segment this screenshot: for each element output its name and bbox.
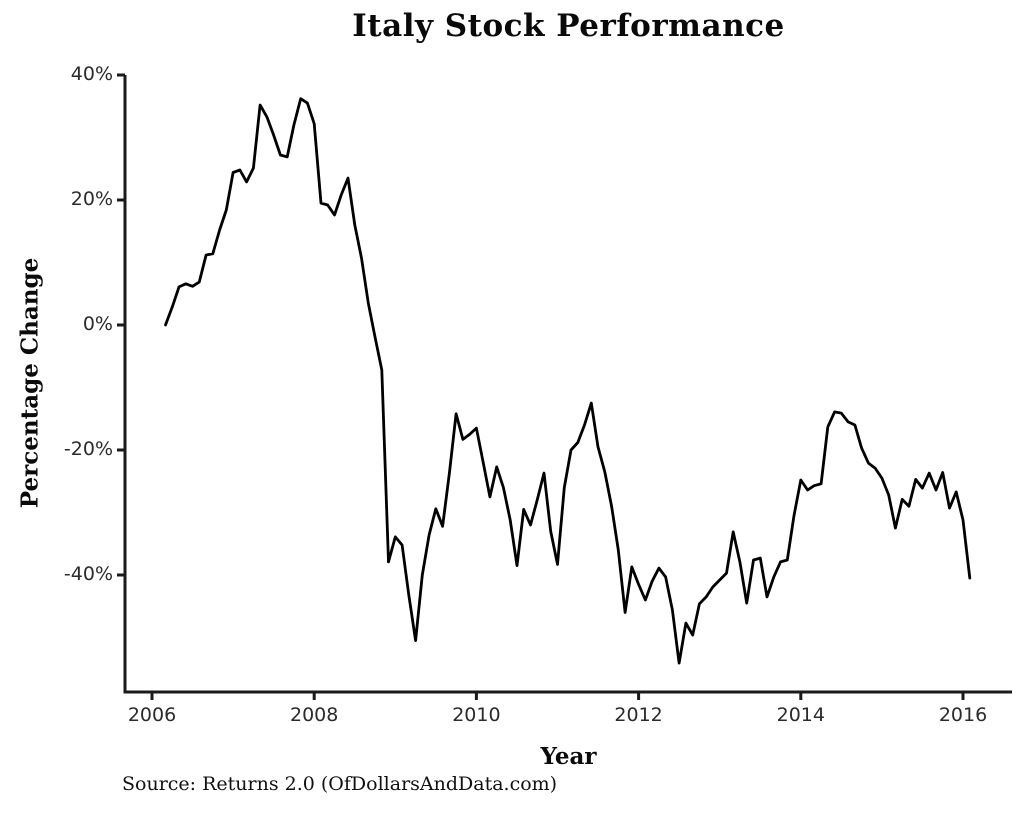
y-tick-label: 20% — [70, 188, 113, 210]
x-tick-label: 2006 — [127, 704, 177, 726]
x-tick-label: 2014 — [776, 704, 825, 726]
x-tick-label: 2012 — [614, 704, 663, 726]
x-tick-label: 2008 — [290, 704, 339, 726]
y-tick-label: -40% — [63, 563, 113, 585]
x-axis-title: Year — [540, 743, 597, 770]
y-tick-label: -20% — [63, 438, 113, 460]
performance-line — [164, 97, 972, 665]
chart-title: Italy Stock Performance — [352, 8, 785, 44]
x-tick-label: 2016 — [938, 704, 988, 726]
source-note: Source: Returns 2.0 (OfDollarsAndData.co… — [122, 773, 558, 795]
x-tick-label: 2010 — [452, 704, 501, 726]
y-tick-label: 40% — [70, 63, 113, 85]
y-tick-label: 0% — [82, 313, 113, 335]
